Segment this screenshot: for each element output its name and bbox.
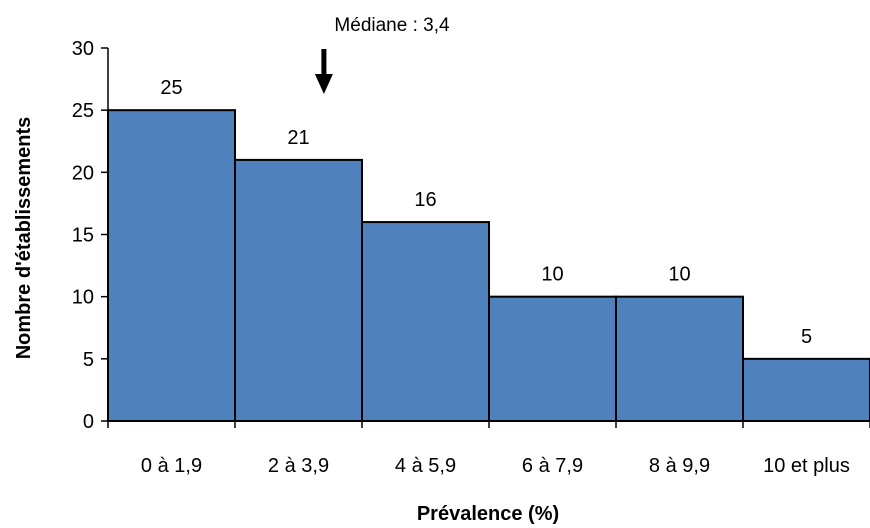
y-tick-label: 15 (72, 225, 94, 247)
bar-5 (615, 295, 744, 422)
y-axis-title: Nombre d'établissements (13, 117, 35, 360)
y-tick-label: 20 (72, 162, 94, 184)
bar-6 (742, 357, 870, 423)
bar-1 (107, 109, 236, 423)
data-label-1: 25 (160, 77, 182, 99)
data-label-3: 16 (414, 189, 436, 211)
median-arrow-head (314, 74, 333, 94)
x-tick-label: 2 à 3,9 (268, 455, 329, 477)
y-ticks-group: 0 5 10 15 20 25 30 (72, 38, 108, 433)
median-label: Médiane : 3,4 (334, 15, 450, 36)
y-tick-label: 0 (83, 411, 94, 433)
y-tick-label: 5 (83, 349, 94, 371)
x-axis-title: Prévalence (%) (417, 503, 559, 525)
median-annotation: Médiane : 3,4 (314, 15, 450, 94)
data-label-4: 10 (541, 264, 563, 286)
median-arrow-shaft (321, 49, 327, 76)
data-label-6: 5 (801, 326, 812, 348)
x-tick-label: 0 à 1,9 (141, 455, 202, 477)
y-tick-label: 10 (72, 287, 94, 309)
data-label-2: 21 (287, 127, 309, 149)
x-tick-label: 10 et plus (763, 455, 850, 477)
median-arrow-icon (314, 49, 333, 94)
bar-3 (361, 221, 490, 422)
x-tick-label: 4 à 5,9 (395, 455, 456, 477)
bar-4 (488, 295, 617, 422)
x-ticks-group: 0 à 1,9 2 à 3,9 4 à 5,9 6 à 7,9 8 à 9,9 10 et… (107, 421, 870, 477)
bar-2 (234, 158, 363, 422)
data-labels-group: 25 21 16 10 10 5 (160, 77, 812, 348)
x-tick-label: 6 à 7,9 (522, 455, 583, 477)
x-tick-label: 8 à 9,9 (649, 455, 710, 477)
y-tick-label: 25 (72, 100, 94, 122)
y-tick-label: 30 (72, 38, 94, 60)
data-label-5: 10 (668, 264, 690, 286)
bars-group (107, 109, 870, 423)
